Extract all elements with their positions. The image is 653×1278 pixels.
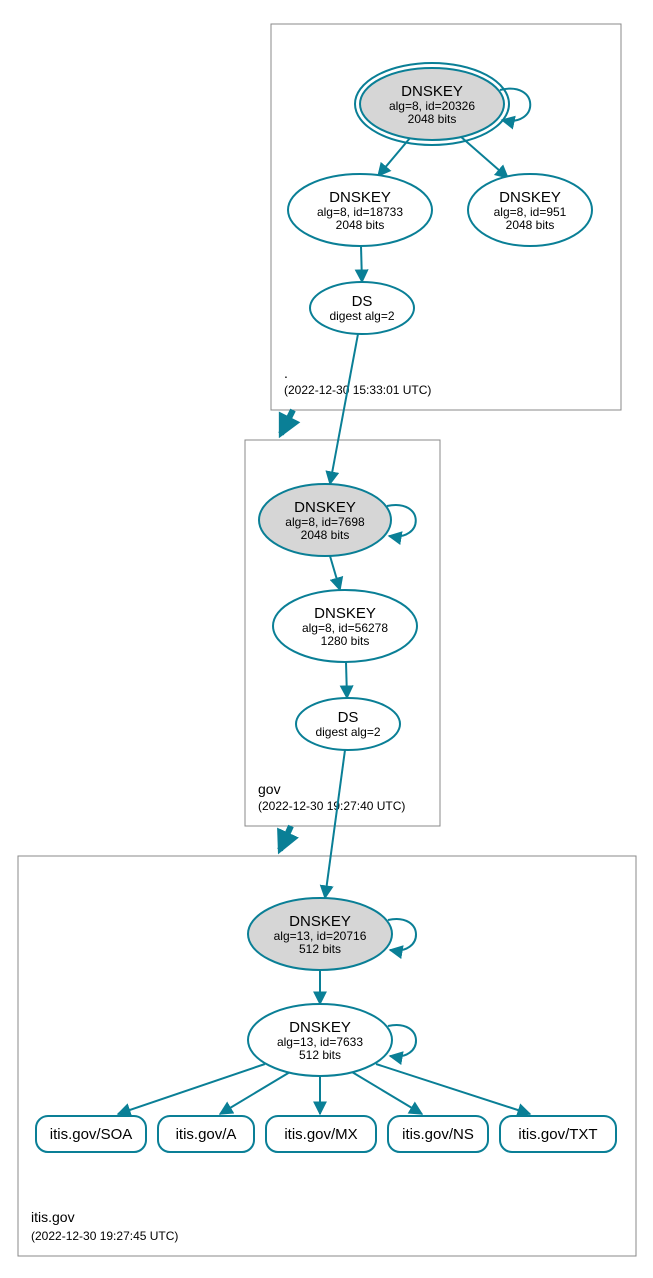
svg-text:digest alg=2: digest alg=2 (315, 725, 380, 739)
svg-text:alg=13, id=20716: alg=13, id=20716 (274, 929, 367, 943)
node-gov-zsk: DNSKEY alg=8, id=56278 1280 bits (273, 590, 417, 662)
svg-text:alg=8, id=18733: alg=8, id=18733 (317, 205, 403, 219)
svg-text:itis.gov/MX: itis.gov/MX (284, 1126, 357, 1143)
edge-root-ksk-zsk2 (460, 136, 508, 178)
svg-text:DNSKEY: DNSKEY (314, 605, 376, 622)
svg-text:alg=8, id=7698: alg=8, id=7698 (285, 515, 365, 529)
svg-text:2048 bits: 2048 bits (301, 528, 350, 542)
edge-gov-ds-itis-ksk (325, 750, 345, 898)
svg-text:alg=8, id=20326: alg=8, id=20326 (389, 99, 475, 113)
svg-text:DNSKEY: DNSKEY (329, 189, 391, 206)
zone-label-gov: gov (258, 781, 281, 797)
edge-root-ds-gov-ksk (330, 334, 358, 484)
svg-text:itis.gov/SOA: itis.gov/SOA (50, 1126, 133, 1143)
zone-ts-gov: (2022-12-30 19:27:40 UTC) (258, 799, 405, 813)
svg-text:DNSKEY: DNSKEY (289, 1019, 351, 1036)
svg-text:alg=8, id=951: alg=8, id=951 (494, 205, 567, 219)
node-root-zsk1: DNSKEY alg=8, id=18733 2048 bits (288, 174, 432, 246)
node-root-ds: DS digest alg=2 (310, 282, 414, 334)
edge-root-zsk1-ds (361, 246, 362, 282)
svg-text:DNSKEY: DNSKEY (401, 83, 463, 100)
svg-text:512 bits: 512 bits (299, 1048, 341, 1062)
svg-text:2048 bits: 2048 bits (408, 112, 457, 126)
svg-text:1280 bits: 1280 bits (321, 634, 370, 648)
zone-ts-itis: (2022-12-30 19:27:45 UTC) (31, 1229, 178, 1243)
node-root-zsk2: DNSKEY alg=8, id=951 2048 bits (468, 174, 592, 246)
node-record-a: itis.gov/A (158, 1116, 254, 1152)
svg-text:itis.gov/A: itis.gov/A (176, 1126, 237, 1143)
node-itis-zsk: DNSKEY alg=13, id=7633 512 bits (248, 1004, 392, 1076)
node-record-mx: itis.gov/MX (266, 1116, 376, 1152)
svg-text:alg=13, id=7633: alg=13, id=7633 (277, 1035, 363, 1049)
node-gov-ds: DS digest alg=2 (296, 698, 400, 750)
zone-label-itis: itis.gov (31, 1209, 75, 1225)
svg-text:512 bits: 512 bits (299, 942, 341, 956)
node-record-ns: itis.gov/NS (388, 1116, 488, 1152)
edge-itis-zsk-txt (376, 1064, 530, 1114)
edge-gov-ksk-zsk (330, 556, 340, 590)
svg-text:DNSKEY: DNSKEY (289, 913, 351, 930)
svg-text:2048 bits: 2048 bits (336, 218, 385, 232)
edge-root-ksk-zsk1 (378, 138, 410, 176)
node-record-txt: itis.gov/TXT (500, 1116, 616, 1152)
svg-text:DNSKEY: DNSKEY (294, 499, 356, 516)
node-record-soa: itis.gov/SOA (36, 1116, 146, 1152)
svg-text:2048 bits: 2048 bits (506, 218, 555, 232)
edge-gov-zsk-ds (346, 662, 347, 698)
node-gov-ksk: DNSKEY alg=8, id=7698 2048 bits (259, 484, 391, 556)
svg-text:itis.gov/NS: itis.gov/NS (402, 1126, 474, 1143)
svg-text:digest alg=2: digest alg=2 (329, 309, 394, 323)
edge-root-to-gov-zone (281, 410, 293, 434)
svg-text:itis.gov/TXT: itis.gov/TXT (518, 1126, 597, 1143)
svg-text:alg=8, id=56278: alg=8, id=56278 (302, 621, 388, 635)
node-itis-ksk: DNSKEY alg=13, id=20716 512 bits (248, 898, 392, 970)
edge-itis-zsk-a (220, 1072, 290, 1114)
edge-gov-to-itis-zone (280, 826, 291, 850)
node-root-ksk: DNSKEY alg=8, id=20326 2048 bits (355, 63, 509, 145)
zone-label-root: . (284, 365, 288, 381)
edge-itis-zsk-soa (118, 1064, 265, 1114)
zone-ts-root: (2022-12-30 15:33:01 UTC) (284, 383, 431, 397)
svg-text:DS: DS (352, 293, 373, 310)
svg-text:DS: DS (338, 709, 359, 726)
svg-text:DNSKEY: DNSKEY (499, 189, 561, 206)
edge-itis-zsk-ns (352, 1072, 422, 1114)
